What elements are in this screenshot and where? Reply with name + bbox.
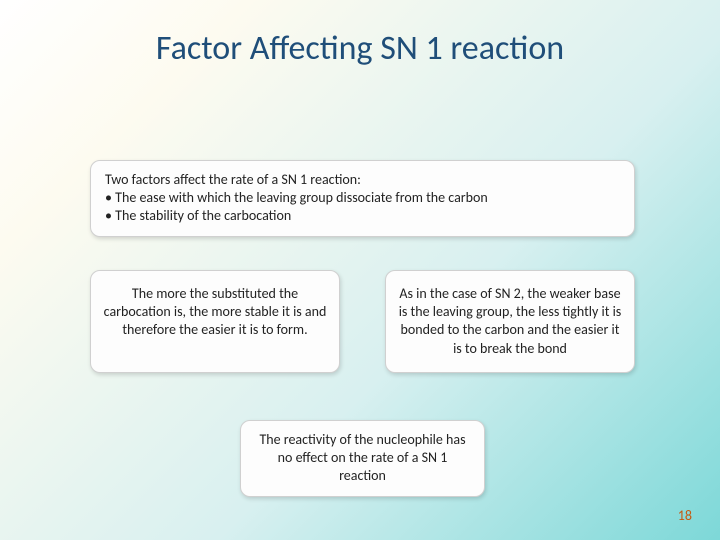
intro-bullet-2: • The stability of the carbocation: [105, 207, 620, 225]
left-panel: The more the substituted the carbocation…: [90, 270, 340, 373]
slide-title: Factor Affecting SN 1 reaction: [0, 0, 720, 69]
two-column-row: The more the substituted the carbocation…: [90, 270, 635, 373]
intro-bullet-1: • The ease with which the leaving group …: [105, 189, 620, 207]
intro-panel: Two factors affect the rate of a SN 1 re…: [90, 160, 635, 237]
right-panel: As in the case of SN 2, the weaker base …: [385, 270, 635, 373]
bottom-panel: The reactivity of the nucleophile has no…: [240, 420, 485, 497]
page-number: 18: [678, 507, 692, 524]
intro-lead: Two factors affect the rate of a SN 1 re…: [105, 171, 620, 189]
